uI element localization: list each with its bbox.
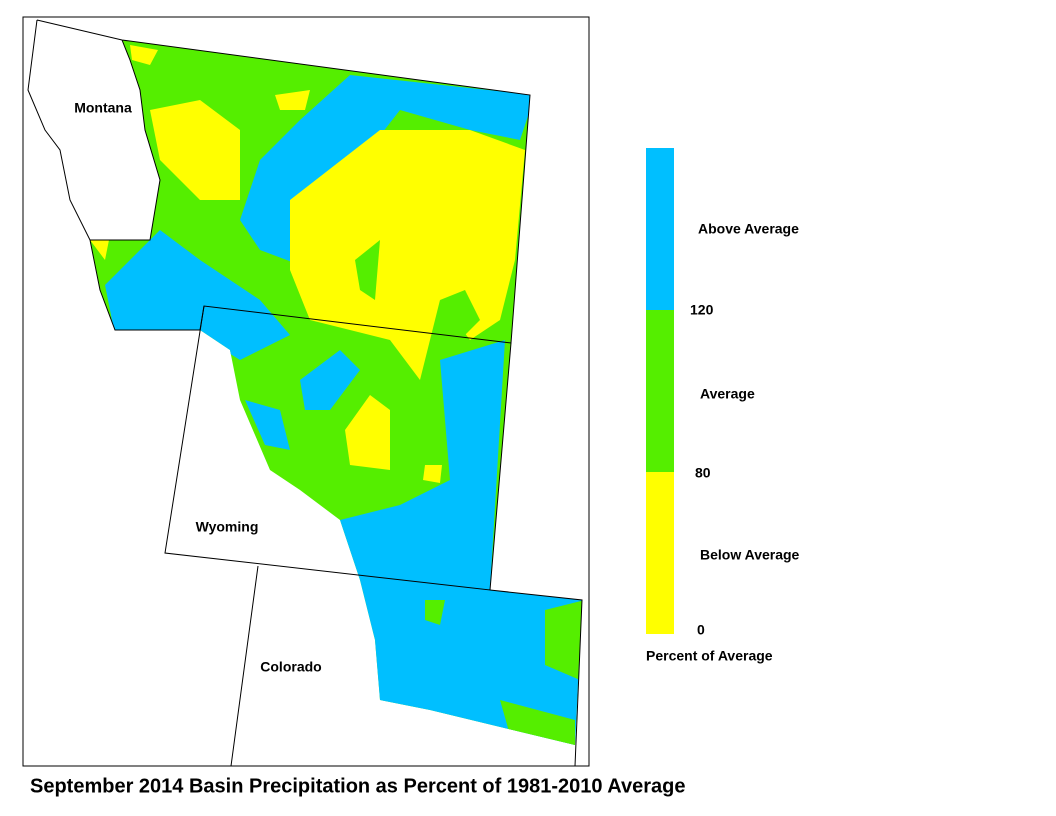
legend-break: 120 <box>690 302 714 318</box>
legend-swatch <box>646 310 674 472</box>
map-title: September 2014 Basin Precipitation as Pe… <box>30 775 686 797</box>
legend-swatch <box>646 472 674 634</box>
legend-label: Below Average <box>700 547 800 563</box>
legend-break: 80 <box>695 465 711 481</box>
state-label: Wyoming <box>196 519 259 535</box>
legend-label: Average <box>700 386 755 402</box>
state-boundaries <box>27 19 583 767</box>
legend: Above Average Average Below Average 120 … <box>646 148 800 664</box>
state-label: Montana <box>74 100 132 116</box>
legend-swatch <box>646 148 674 310</box>
state-label: Colorado <box>260 659 321 675</box>
legend-title: Percent of Average <box>646 648 773 664</box>
legend-label: Above Average <box>698 221 799 237</box>
legend-break: 0 <box>697 622 705 638</box>
